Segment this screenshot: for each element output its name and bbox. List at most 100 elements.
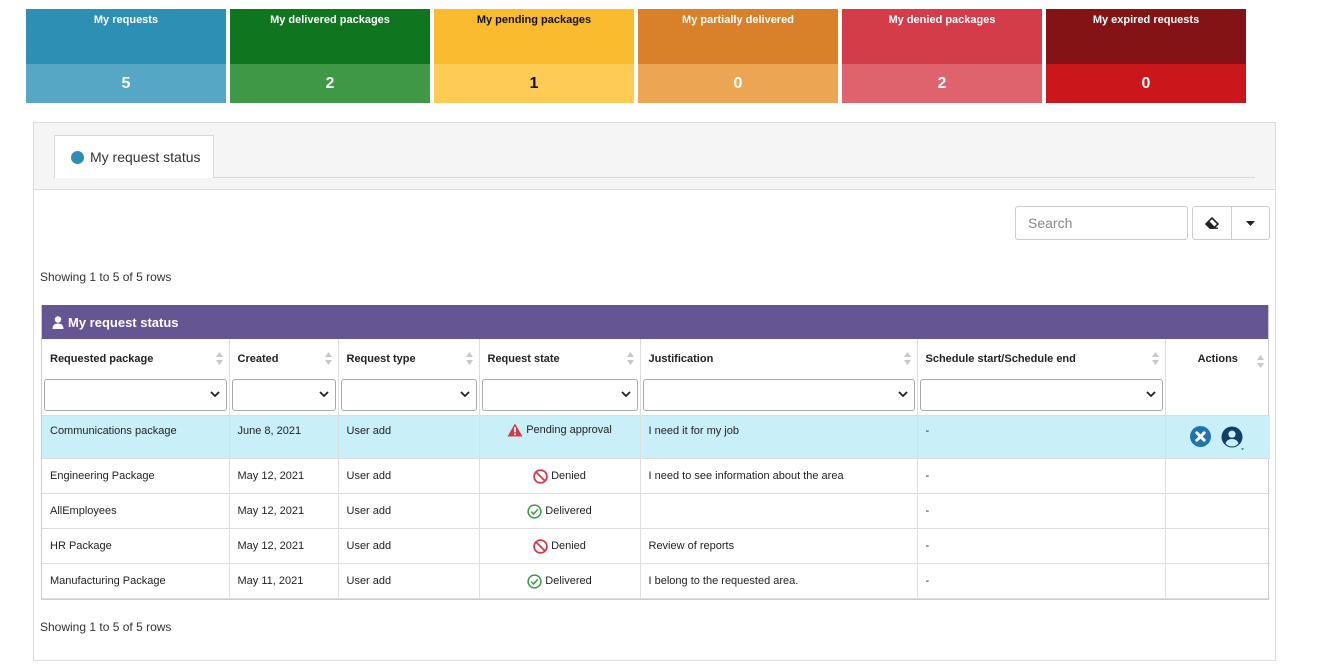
filter-select-justification[interactable] [642, 379, 915, 411]
cell-justification: I need it for my job [640, 415, 918, 459]
tile-value: 5 [26, 64, 226, 103]
warning-icon [507, 423, 523, 436]
sort-icon [215, 352, 223, 365]
column-header-request-type[interactable]: Request type [338, 339, 480, 379]
cell-actions [1165, 493, 1270, 529]
denied-icon [533, 538, 548, 554]
cancel-request-button[interactable] [1190, 425, 1212, 450]
cell-package: Communications package [42, 415, 230, 459]
cell-actions [1165, 563, 1270, 599]
tab-my-request-status[interactable]: My request status [54, 135, 214, 178]
user-circle-icon [1221, 426, 1245, 450]
table-row[interactable]: AllEmployees May 12, 2021 User add Deliv… [42, 493, 1270, 529]
tile-my-requests[interactable]: My requests 5 [26, 9, 226, 103]
sort-icon [324, 352, 332, 365]
search-input[interactable] [1015, 206, 1188, 240]
tile-my-pending-packages[interactable]: My pending packages 1 [434, 9, 634, 103]
tile-my-partially-delivered[interactable]: My partially delivered 0 [638, 9, 838, 103]
table-row[interactable]: Engineering Package May 12, 2021 User ad… [42, 458, 1270, 494]
table-title: My request status [68, 314, 179, 330]
sort-icon [903, 352, 911, 365]
cell-type: User add [338, 563, 480, 599]
chevron-down-icon [318, 391, 329, 398]
tile-my-delivered-packages[interactable]: My delivered packages 2 [230, 9, 430, 103]
cell-actions [1165, 528, 1270, 564]
summary-tiles: My requests 5 My delivered packages 2 My… [26, 9, 1246, 103]
status-dot-icon [71, 150, 84, 164]
tile-my-expired-requests[interactable]: My expired requests 0 [1046, 9, 1246, 103]
eraser-icon [1205, 217, 1219, 229]
cell-state: Delivered [479, 493, 641, 529]
table-row[interactable]: HR Package May 12, 2021 User add Denied … [42, 528, 1270, 564]
tile-value: 1 [434, 64, 634, 103]
column-label: Created [237, 353, 279, 365]
column-label: Requested package [50, 353, 154, 365]
cell-created: May 11, 2021 [229, 563, 339, 599]
cell-state: Denied [479, 458, 641, 494]
clear-filters-button[interactable] [1193, 207, 1231, 239]
view-user-button[interactable] [1221, 426, 1245, 450]
cell-schedule: - [917, 563, 1166, 599]
tile-label: My expired requests [1046, 9, 1246, 64]
state-label: Denied [551, 470, 586, 482]
tile-label: My requests [26, 9, 226, 64]
cell-package: HR Package [42, 528, 230, 564]
filter-select-created[interactable] [231, 379, 336, 411]
cell-state: Denied [479, 528, 641, 564]
close-circle-icon [1190, 425, 1212, 447]
table-title-bar: My request status [42, 305, 1268, 339]
cell-type: User add [338, 528, 480, 564]
tile-value: 2 [842, 64, 1042, 103]
request-status-table: My request status Requested package Crea… [41, 305, 1270, 600]
filter-row [42, 379, 1270, 416]
filter-select-schedule[interactable] [919, 379, 1163, 411]
state-label: Pending approval [526, 423, 612, 436]
filter-cell-actions [1165, 379, 1270, 416]
tile-my-denied-packages[interactable]: My denied packages 2 [842, 9, 1042, 103]
tile-value: 0 [1046, 64, 1246, 103]
cell-justification: Review of reports [640, 528, 918, 564]
cell-package: Manufacturing Package [42, 563, 230, 599]
cell-actions [1165, 415, 1270, 459]
chevron-down-icon [459, 391, 470, 398]
columns-menu-button[interactable] [1231, 207, 1269, 239]
tab-label: My request status [90, 149, 201, 165]
tab-divider [54, 177, 1255, 178]
column-header-actions[interactable]: Actions [1165, 339, 1270, 379]
cell-state: Pending approval [479, 415, 641, 459]
chevron-down-icon [620, 391, 631, 398]
cell-schedule: - [917, 415, 1166, 459]
tile-label: My delivered packages [230, 9, 430, 64]
tile-value: 0 [638, 64, 838, 103]
column-header-request-state[interactable]: Request state [479, 339, 641, 379]
cell-created: June 8, 2021 [229, 415, 339, 459]
cell-package: Engineering Package [42, 458, 230, 494]
sort-icon [626, 352, 634, 365]
cell-actions [1165, 458, 1270, 494]
panel-header: My request status [34, 123, 1275, 190]
column-header-justification[interactable]: Justification [640, 339, 918, 379]
column-label: Request type [346, 353, 416, 365]
cell-type: User add [338, 415, 480, 459]
filter-select-request-type[interactable] [340, 379, 477, 411]
column-label: Actions [1197, 353, 1238, 365]
column-label: Justification [648, 353, 714, 365]
sort-icon [465, 352, 473, 365]
tile-label: My denied packages [842, 9, 1042, 64]
filter-select-request-state[interactable] [481, 379, 638, 411]
table-row[interactable]: Manufacturing Package May 11, 2021 User … [42, 563, 1270, 599]
check-circle-icon [527, 573, 542, 589]
cell-state: Delivered [479, 563, 641, 599]
tile-value: 2 [230, 64, 430, 103]
state-label: Delivered [545, 505, 592, 517]
chevron-down-icon [897, 391, 908, 398]
chevron-down-icon [209, 391, 220, 398]
cell-created: May 12, 2021 [229, 493, 339, 529]
pagination-info-top: Showing 1 to 5 of 5 rows [40, 270, 172, 284]
filter-select-requested-package[interactable] [44, 379, 227, 411]
column-header-created[interactable]: Created [229, 339, 339, 379]
column-header-schedule[interactable]: Schedule start/Schedule end [917, 339, 1166, 379]
column-header-requested-package[interactable]: Requested package [42, 339, 230, 379]
column-label: Schedule start/Schedule end [925, 353, 1076, 365]
table-row[interactable]: Communications package June 8, 2021 User… [42, 415, 1270, 459]
